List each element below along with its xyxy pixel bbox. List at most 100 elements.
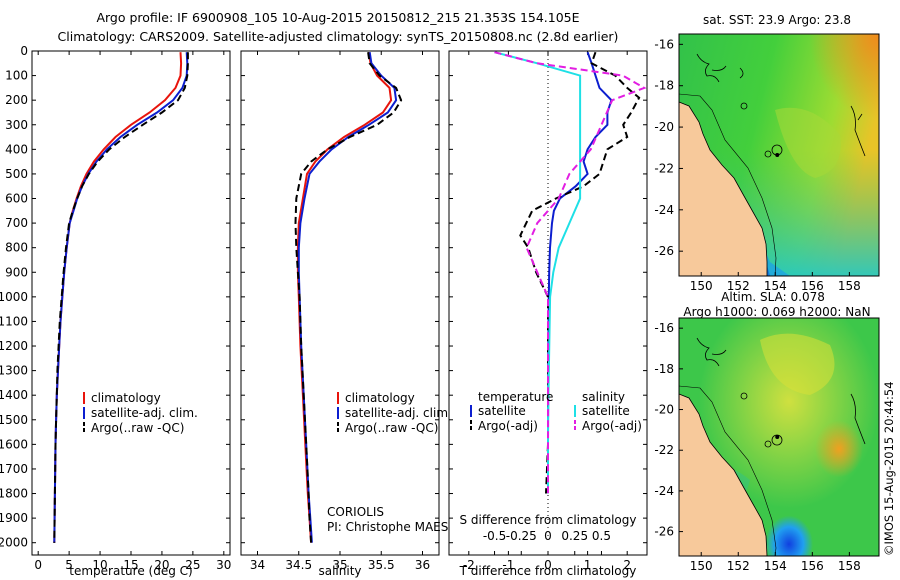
- title-line-2: Climatology: CARS2009. Satellite-adjuste…: [58, 29, 619, 44]
- map-x-tick-label: 152: [727, 559, 750, 573]
- sst-map-panel: sat. SST: 23.9 Argo: 23.8 150 152 154 156 15…: [654, 13, 880, 293]
- argo-location-marker: [775, 435, 780, 440]
- sst-land-mass: [678, 101, 768, 277]
- map-x-tick-label: 158: [838, 279, 861, 293]
- legend-label-t-argo: Argo(-adj): [478, 419, 538, 433]
- temperature-axes-frame: [31, 50, 231, 556]
- map-y-tick-label: -24: [654, 203, 674, 217]
- sst-map-frame: [678, 33, 880, 277]
- salinity-series: [294, 52, 403, 543]
- sla-reef-circle: [740, 392, 748, 400]
- map-x-tick-label: 154: [764, 559, 787, 573]
- map-y-tick-label: -24: [654, 484, 674, 498]
- sla-positive-patch: [760, 333, 835, 395]
- difference-legend: temperature satellite Argo(-adj) salinit…: [470, 390, 642, 433]
- y-tick-label: 700: [5, 216, 28, 230]
- y-tick-label: 1700: [0, 462, 28, 476]
- sal-tick-label: 0: [544, 529, 552, 543]
- y-tick-label: 1500: [0, 413, 28, 427]
- sst-map-title: sat. SST: 23.9 Argo: 23.8: [703, 13, 851, 27]
- sal-tick-label: -0.5: [483, 529, 506, 543]
- map-y-tick-label: -16: [654, 321, 674, 335]
- x-tick-label: 36: [415, 558, 430, 572]
- legend-heading-salinity: salinity: [582, 390, 625, 404]
- difference-series: [494, 51, 647, 494]
- x-tick-label: 0: [544, 558, 552, 572]
- x-tick-label: 30: [216, 558, 231, 572]
- sla-reef-circle: [764, 440, 772, 448]
- series-line: [494, 51, 647, 494]
- y-tick-label: 0: [20, 44, 28, 58]
- x-tick-label: 5: [65, 558, 73, 572]
- sal-tick-label: 0.5: [592, 529, 611, 543]
- x-tick-label: 35.5: [368, 558, 395, 572]
- legend-heading-temperature: temperature: [478, 390, 553, 404]
- map-y-tick-label: -18: [654, 362, 674, 376]
- y-tick-label: 1200: [0, 339, 28, 353]
- y-tick-label: 800: [5, 241, 28, 255]
- map-x-tick-label: 156: [801, 279, 824, 293]
- x-tick-label: 34: [250, 558, 265, 572]
- sst-shelf-contour: [678, 93, 777, 277]
- salinity-depth-ticks: [241, 50, 439, 544]
- salinity-difference-label: S difference from climatology: [460, 513, 637, 527]
- map-x-tick-label: 154: [764, 279, 787, 293]
- map-y-tick-label: -20: [654, 120, 674, 134]
- map-y-tick-label: -20: [654, 403, 674, 417]
- sst-reef-circle: [764, 150, 772, 158]
- salinity-legend: climatology satellite-adj. clim. Argo(..…: [337, 391, 452, 435]
- title-line-1: Argo profile: IF 6900908_105 10-Aug-2015…: [96, 10, 579, 25]
- temperature-x-label: temperature (deg C): [69, 564, 192, 578]
- temperature-panel: 0100200300400500600700800900100011001200…: [0, 44, 231, 578]
- map-y-tick-label: -22: [654, 161, 674, 175]
- sla-map-frame: [678, 317, 880, 557]
- institution-annotation: CORIOLIS: [327, 505, 384, 519]
- x-tick-label: 25: [185, 558, 200, 572]
- y-tick-label: 2000: [0, 536, 28, 550]
- difference-x-axis: -2 -1 0 1 2: [463, 51, 631, 572]
- legend-label-climatology: climatology: [345, 391, 415, 405]
- map-x-tick-label: 150: [690, 559, 713, 573]
- sal-tick-label: -0.25: [506, 529, 537, 543]
- x-tick-label: -1: [502, 558, 514, 572]
- sst-reef-outline: [696, 53, 866, 157]
- series-line: [519, 51, 641, 494]
- x-tick-label: -2: [463, 558, 475, 572]
- x-tick-label: 10: [92, 558, 107, 572]
- x-tick-label: 0: [34, 558, 42, 572]
- y-tick-label: 1400: [0, 388, 28, 402]
- series-line: [53, 52, 189, 543]
- sla-map-axes: 150 152 154 156 158 -16 -18 -20 -22 -24 -26: [654, 321, 860, 573]
- difference-panel: -2 -1 0 1 2 temperature satellite Argo(-adj)…: [448, 50, 648, 578]
- temperature-legend: climatology satellite-adj. clim. Argo(..…: [83, 391, 198, 435]
- sla-map-panel: Altim. SLA: 0.078 Argo h1000: 0.069 h200…: [654, 290, 880, 573]
- x-tick-label: 2: [623, 558, 631, 572]
- y-tick-label: 100: [5, 69, 28, 83]
- y-tick-label: 1100: [0, 314, 28, 328]
- y-tick-label: 900: [5, 265, 28, 279]
- sst-reef-circle: [740, 102, 748, 110]
- sla-map-subtitle: Argo h1000: 0.069 h2000: NaN: [683, 305, 870, 319]
- y-tick-label: 1900: [0, 511, 28, 525]
- y-tick-label: 400: [5, 142, 28, 156]
- y-tick-label: 600: [5, 192, 28, 206]
- legend-label-satellite: satellite-adj. clim.: [91, 406, 198, 420]
- map-y-tick-label: -18: [654, 79, 674, 93]
- map-y-tick-label: -26: [654, 525, 674, 539]
- difference-depth-ticks: [449, 50, 647, 544]
- y-tick-label: 500: [5, 167, 28, 181]
- y-tick-label: 300: [5, 118, 28, 132]
- sst-map-axes: 150 152 154 156 158 -16 -18 -20 -22 -24 -26: [654, 37, 860, 293]
- x-tick-label: 1: [584, 558, 592, 572]
- x-tick-label: 15: [123, 558, 138, 572]
- y-tick-label: 1600: [0, 437, 28, 451]
- sla-land-mass: [678, 393, 768, 557]
- temperature-x-axis: 0 5 10 15 20 25 30: [34, 51, 231, 572]
- sal-tick-label: 0.25: [561, 529, 588, 543]
- legend-label-argo: Argo(..raw -QC): [91, 421, 184, 435]
- legend-label-climatology: climatology: [91, 391, 161, 405]
- sla-shelf-contour: [678, 385, 777, 557]
- series-line: [547, 51, 613, 494]
- argo-location-marker: [775, 153, 780, 158]
